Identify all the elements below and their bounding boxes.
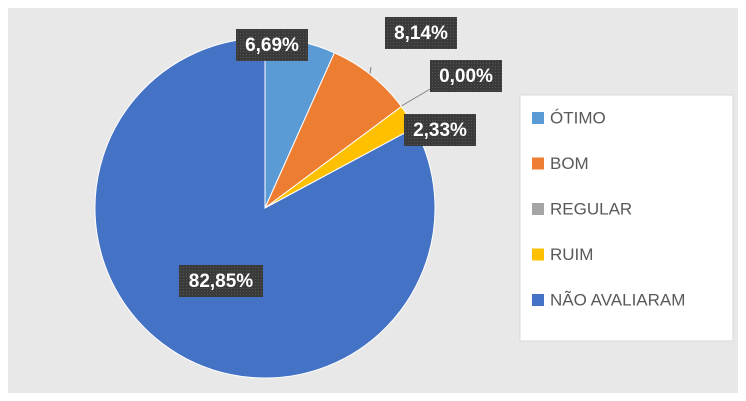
legend-swatch — [532, 294, 544, 306]
leader-line — [397, 87, 433, 109]
legend-label: NÃO AVALIARAM — [550, 290, 685, 309]
data-label-box — [385, 17, 457, 49]
legend-label: ÓTIMO — [550, 108, 606, 127]
data-label-box — [430, 60, 502, 92]
data-label: 2,33% — [413, 120, 467, 141]
legend-swatch — [532, 203, 544, 215]
data-label-box — [236, 29, 308, 61]
data-label-box — [179, 265, 263, 297]
legend-swatch — [532, 157, 544, 170]
data-label-box — [404, 114, 476, 146]
data-label: 0,00% — [439, 66, 493, 87]
data-label: 6,69% — [245, 35, 299, 56]
data-label: 82,85% — [189, 271, 254, 292]
legend-swatch — [532, 112, 544, 124]
legend-label: RUIM — [550, 245, 593, 264]
legend-label: BOM — [550, 154, 589, 173]
legend — [519, 94, 734, 342]
legend-swatch — [532, 248, 544, 261]
pie-slice — [263, 52, 403, 210]
data-label: 8,14% — [394, 23, 448, 44]
legend-label: REGULAR — [550, 199, 632, 218]
